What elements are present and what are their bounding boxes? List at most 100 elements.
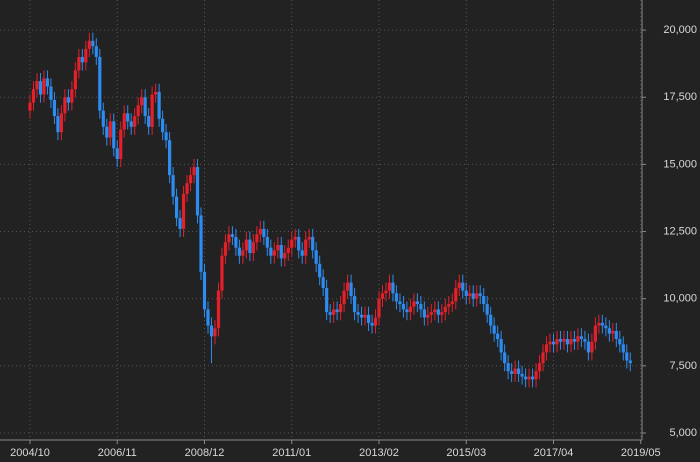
y-tick-label: 5,000 [669, 427, 697, 439]
candle-body [366, 314, 371, 323]
candle-body [412, 301, 416, 307]
candle-body [213, 328, 217, 337]
candle-body [230, 234, 235, 237]
candle-body [251, 242, 255, 254]
candle-body [147, 116, 151, 127]
x-tick-label: 2006/11 [98, 447, 137, 459]
candle-body [517, 368, 521, 374]
candle-body [586, 341, 590, 353]
x-tick-label: 2011/01 [272, 447, 311, 459]
candle-body [133, 116, 137, 127]
candle-body [614, 330, 618, 339]
candle-body [154, 91, 158, 95]
candle-body [339, 304, 343, 313]
candle-body [579, 336, 584, 339]
candle-body [168, 140, 172, 176]
candle-body [398, 301, 402, 305]
candle-body [318, 263, 322, 278]
x-tick-label: 2017/04 [534, 447, 574, 459]
candle-body [283, 253, 287, 259]
candle-body [279, 244, 283, 259]
candle-body [537, 363, 542, 372]
candle-body [380, 293, 385, 299]
candle-body [394, 293, 399, 302]
candle-body [140, 97, 144, 106]
x-tick-label: 2004/10 [10, 447, 50, 459]
x-tick-label: 2015/03 [446, 447, 486, 459]
candle-body [164, 132, 168, 141]
candle-body [192, 167, 196, 176]
candle-body [391, 282, 395, 294]
candle-body [534, 371, 538, 380]
candle-body [523, 376, 528, 380]
candle-body [541, 352, 545, 364]
candle-body [171, 175, 175, 197]
candle-body [244, 239, 248, 251]
candle-body [384, 290, 388, 294]
candle-body [293, 236, 297, 240]
candle-body [621, 344, 625, 353]
y-tick-label: 15,000 [663, 158, 697, 170]
y-tick-label: 10,000 [663, 293, 697, 305]
candle-body [548, 341, 552, 345]
candle-body [387, 282, 392, 291]
candle-body [468, 293, 472, 297]
candle-body [321, 277, 325, 288]
candle-body [28, 102, 32, 111]
candle-body [227, 234, 231, 243]
candle-body [471, 293, 475, 299]
candle-body [429, 312, 433, 315]
candle-body [216, 290, 221, 329]
candle-body [625, 352, 629, 361]
candle-body [161, 118, 165, 133]
candle-body [328, 312, 332, 315]
candle-body [199, 215, 203, 272]
candle-body [576, 336, 580, 342]
candle-body [59, 113, 64, 133]
candle-body [450, 301, 454, 305]
candle-body [42, 78, 46, 95]
candle-body [419, 304, 423, 310]
candle-body [325, 287, 329, 313]
candle-body [426, 314, 430, 318]
candle-body [223, 242, 228, 256]
candle-body [352, 296, 357, 313]
candle-body [415, 301, 419, 305]
candle-body [489, 314, 493, 326]
candle-body [258, 228, 262, 235]
candle-body [342, 290, 346, 305]
candle-body [558, 338, 563, 342]
candle-body [178, 218, 182, 229]
candle-body [373, 317, 378, 326]
candle-body [443, 306, 447, 313]
candle-body [80, 56, 84, 63]
candle-body [555, 338, 559, 345]
candle-body [108, 121, 112, 138]
candle-body [66, 97, 70, 103]
candle-body [220, 255, 224, 291]
candle-body [206, 309, 210, 326]
candle-body [356, 312, 360, 315]
candles [28, 32, 632, 388]
candle-body [401, 304, 406, 310]
candle-body [583, 338, 587, 342]
x-tick-label: 2013/02 [359, 447, 399, 459]
candle-body [485, 304, 489, 315]
candle-body [607, 328, 611, 334]
candle-body [286, 247, 290, 254]
candle-body [370, 322, 374, 326]
candle-body [436, 309, 440, 315]
candle-body [248, 239, 252, 254]
candle-body [185, 183, 189, 194]
candle-body [45, 78, 50, 87]
candle-body [304, 239, 308, 256]
candle-body [611, 330, 615, 334]
candle-body [272, 250, 276, 256]
axis-labels: 5,000 7,500 10,000 12,500 15,000 17,500 20,000… [10, 24, 697, 459]
candle-body [551, 341, 556, 345]
candle-body [506, 363, 510, 372]
candle-body [618, 338, 622, 345]
candle-body [276, 244, 280, 251]
